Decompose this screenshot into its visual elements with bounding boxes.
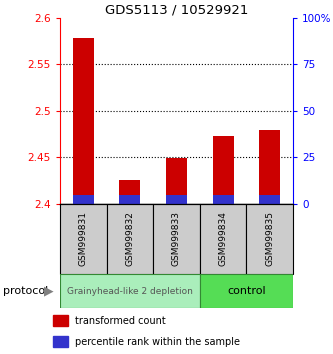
Text: ▶: ▶ [44,285,53,298]
Bar [120,195,141,204]
Bar [213,136,234,204]
Bar [107,204,153,274]
Text: percentile rank within the sample: percentile rank within the sample [75,337,240,347]
Title: GDS5113 / 10529921: GDS5113 / 10529921 [105,4,248,17]
Bar [73,195,94,204]
Bar [153,204,200,274]
Bar [259,195,280,204]
Text: GSM999832: GSM999832 [125,211,135,267]
Bar [166,195,187,204]
Text: GSM999831: GSM999831 [79,211,88,267]
Text: Grainyhead-like 2 depletion: Grainyhead-like 2 depletion [67,287,193,296]
Bar [213,195,234,204]
Bar [200,204,246,274]
Bar [60,204,107,274]
Bar [120,180,141,204]
Bar [200,274,293,308]
Text: control: control [227,286,266,296]
Text: GSM999835: GSM999835 [265,211,274,267]
Bar [53,336,68,347]
Bar [166,158,187,204]
Text: transformed count: transformed count [75,316,166,326]
Text: protocol: protocol [3,286,49,296]
Bar [246,204,293,274]
Bar [73,38,94,204]
Bar [259,130,280,204]
Text: GSM999834: GSM999834 [218,211,228,267]
Bar [53,315,68,326]
Bar [60,274,200,308]
Text: GSM999833: GSM999833 [172,211,181,267]
